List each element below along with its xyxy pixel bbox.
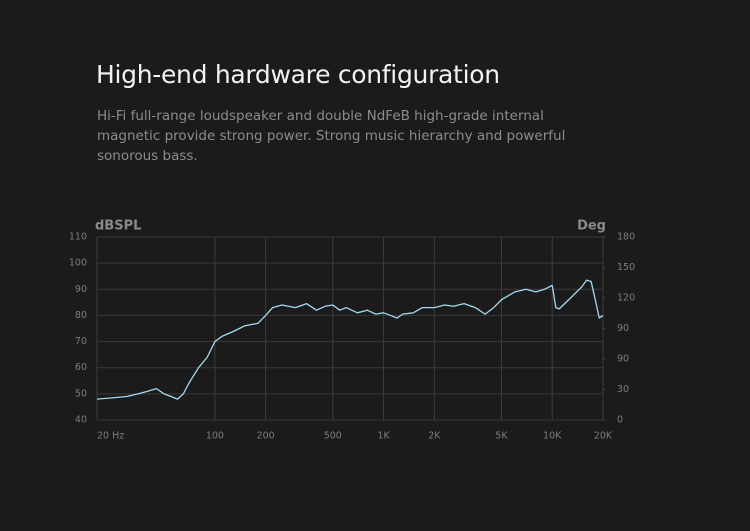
y-tick-label: 70 [75,336,87,347]
y2-tick-label: 90 [617,323,629,334]
x-tick-label: 20K [594,431,613,442]
y2-tick-label: 30 [617,384,629,395]
description: Hi-Fi full-range loudspeaker and double … [97,108,566,164]
y-tick-label: 80 [75,310,87,321]
x-tick-label: 2K [428,431,441,442]
heading: High-end hardware configuration [96,60,500,89]
y2-tick-label: 120 [617,293,635,304]
x-tick-label: 200 [257,431,275,442]
y-tick-label: 90 [75,284,87,295]
y2-tick-label: 150 [617,262,635,273]
x-tick-label: 500 [324,431,342,442]
y2-tick-label: 90 [617,354,629,365]
y-tick-label: 50 [75,388,87,399]
y-tick-label: 110 [69,232,87,243]
y-tick-label: 100 [69,258,87,269]
x-tick-label: 1K [377,431,390,442]
x-tick-label: 5K [495,431,508,442]
x-tick-label: 20 Hz [97,431,124,442]
y2-tick-label: 180 [617,232,635,243]
y2-tick-label: 0 [617,415,623,426]
y-axis-title: dBSPL [95,219,141,234]
x-tick-label: 100 [206,431,224,442]
y-tick-label: 60 [75,362,87,373]
response-line [96,279,604,400]
x-tick-label: 10K [543,431,562,442]
y2-axis-title: Deg [577,219,606,234]
y-tick-label: 40 [75,415,87,426]
